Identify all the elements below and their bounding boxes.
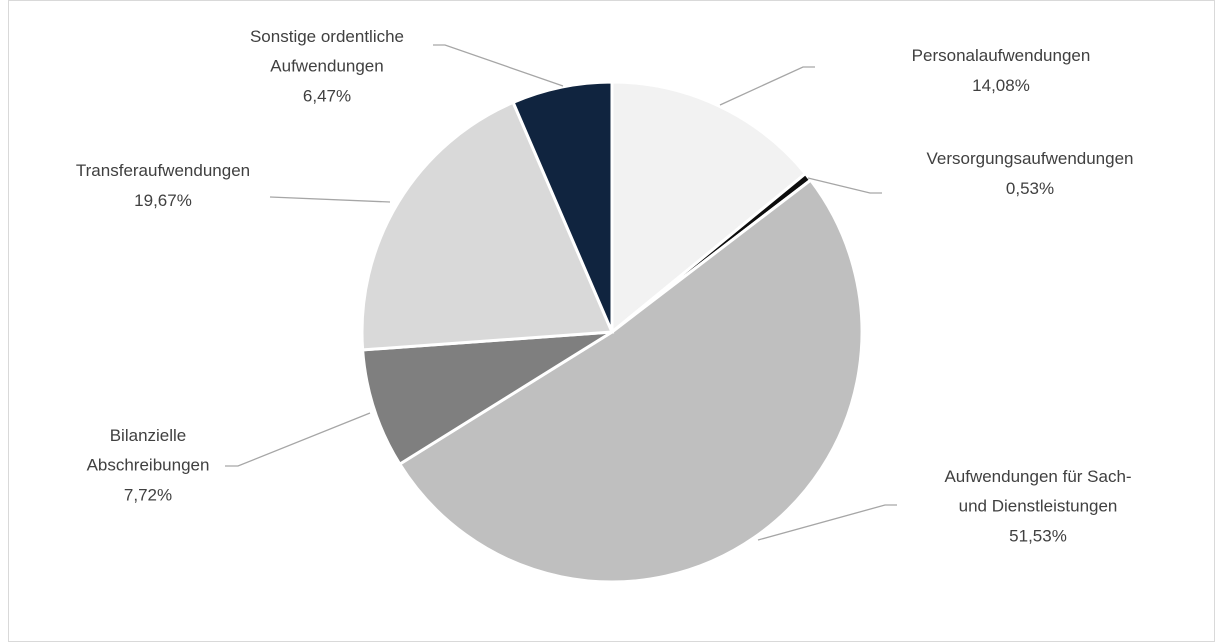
- value-label: 7,72%: [124, 485, 172, 504]
- value-label: 14,08%: [972, 76, 1030, 95]
- pie-slice: [511, 80, 614, 333]
- value-label: 6,47%: [303, 86, 351, 105]
- pie-slice: [397, 178, 864, 584]
- pie-slice: [610, 80, 808, 336]
- category-label: Sonstige ordentliche Aufwendungen: [250, 27, 404, 76]
- category-label: Aufwendungen für Sach-und Dienstleistung…: [944, 467, 1131, 516]
- leader-line: [269, 196, 391, 203]
- leader-line: [807, 177, 882, 194]
- leader-line: [757, 504, 897, 541]
- leader-line: [225, 412, 371, 467]
- leader-line: [719, 66, 815, 106]
- leader-line: [433, 44, 564, 87]
- pie-slice: [361, 330, 613, 467]
- category-label: Versorgungsaufwendungen: [927, 149, 1134, 168]
- value-label: 0,53%: [1006, 179, 1054, 198]
- category-label: Transferaufwendungen: [76, 161, 250, 180]
- value-label: 51,53%: [1009, 526, 1067, 545]
- value-label: 19,67%: [134, 191, 192, 210]
- pie-slice: [360, 100, 615, 352]
- category-label: Personalaufwendungen: [912, 46, 1091, 65]
- category-label: Bilanzielle Abschreibungen: [87, 426, 210, 475]
